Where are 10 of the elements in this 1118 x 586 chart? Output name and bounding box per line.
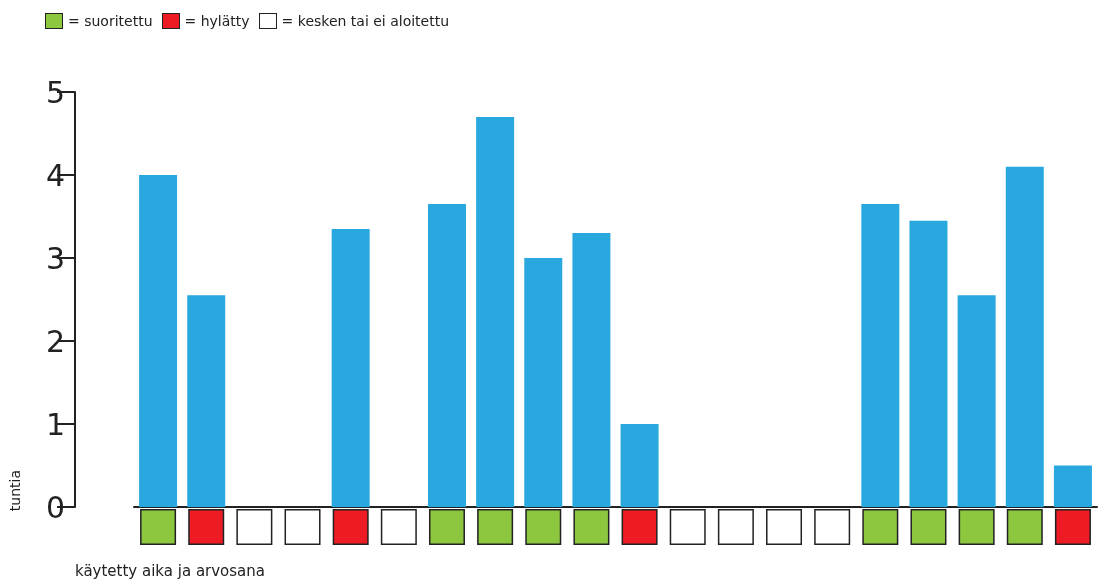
y-axis-title: tuntia: [7, 469, 23, 512]
x-axis-title: käytetty aika ja arvosana: [75, 561, 265, 580]
y-tick-label: 2: [45, 323, 65, 359]
text: = suoritettu: [68, 13, 153, 29]
y-tick-label: 4: [45, 157, 65, 193]
text: = hylätty: [184, 13, 250, 29]
y-tick-label: 3: [45, 240, 65, 276]
text: = kesken tai ei aloitettu: [281, 13, 450, 29]
y-tick-label: 0: [45, 489, 65, 525]
y-tick-label: 1: [45, 406, 65, 442]
